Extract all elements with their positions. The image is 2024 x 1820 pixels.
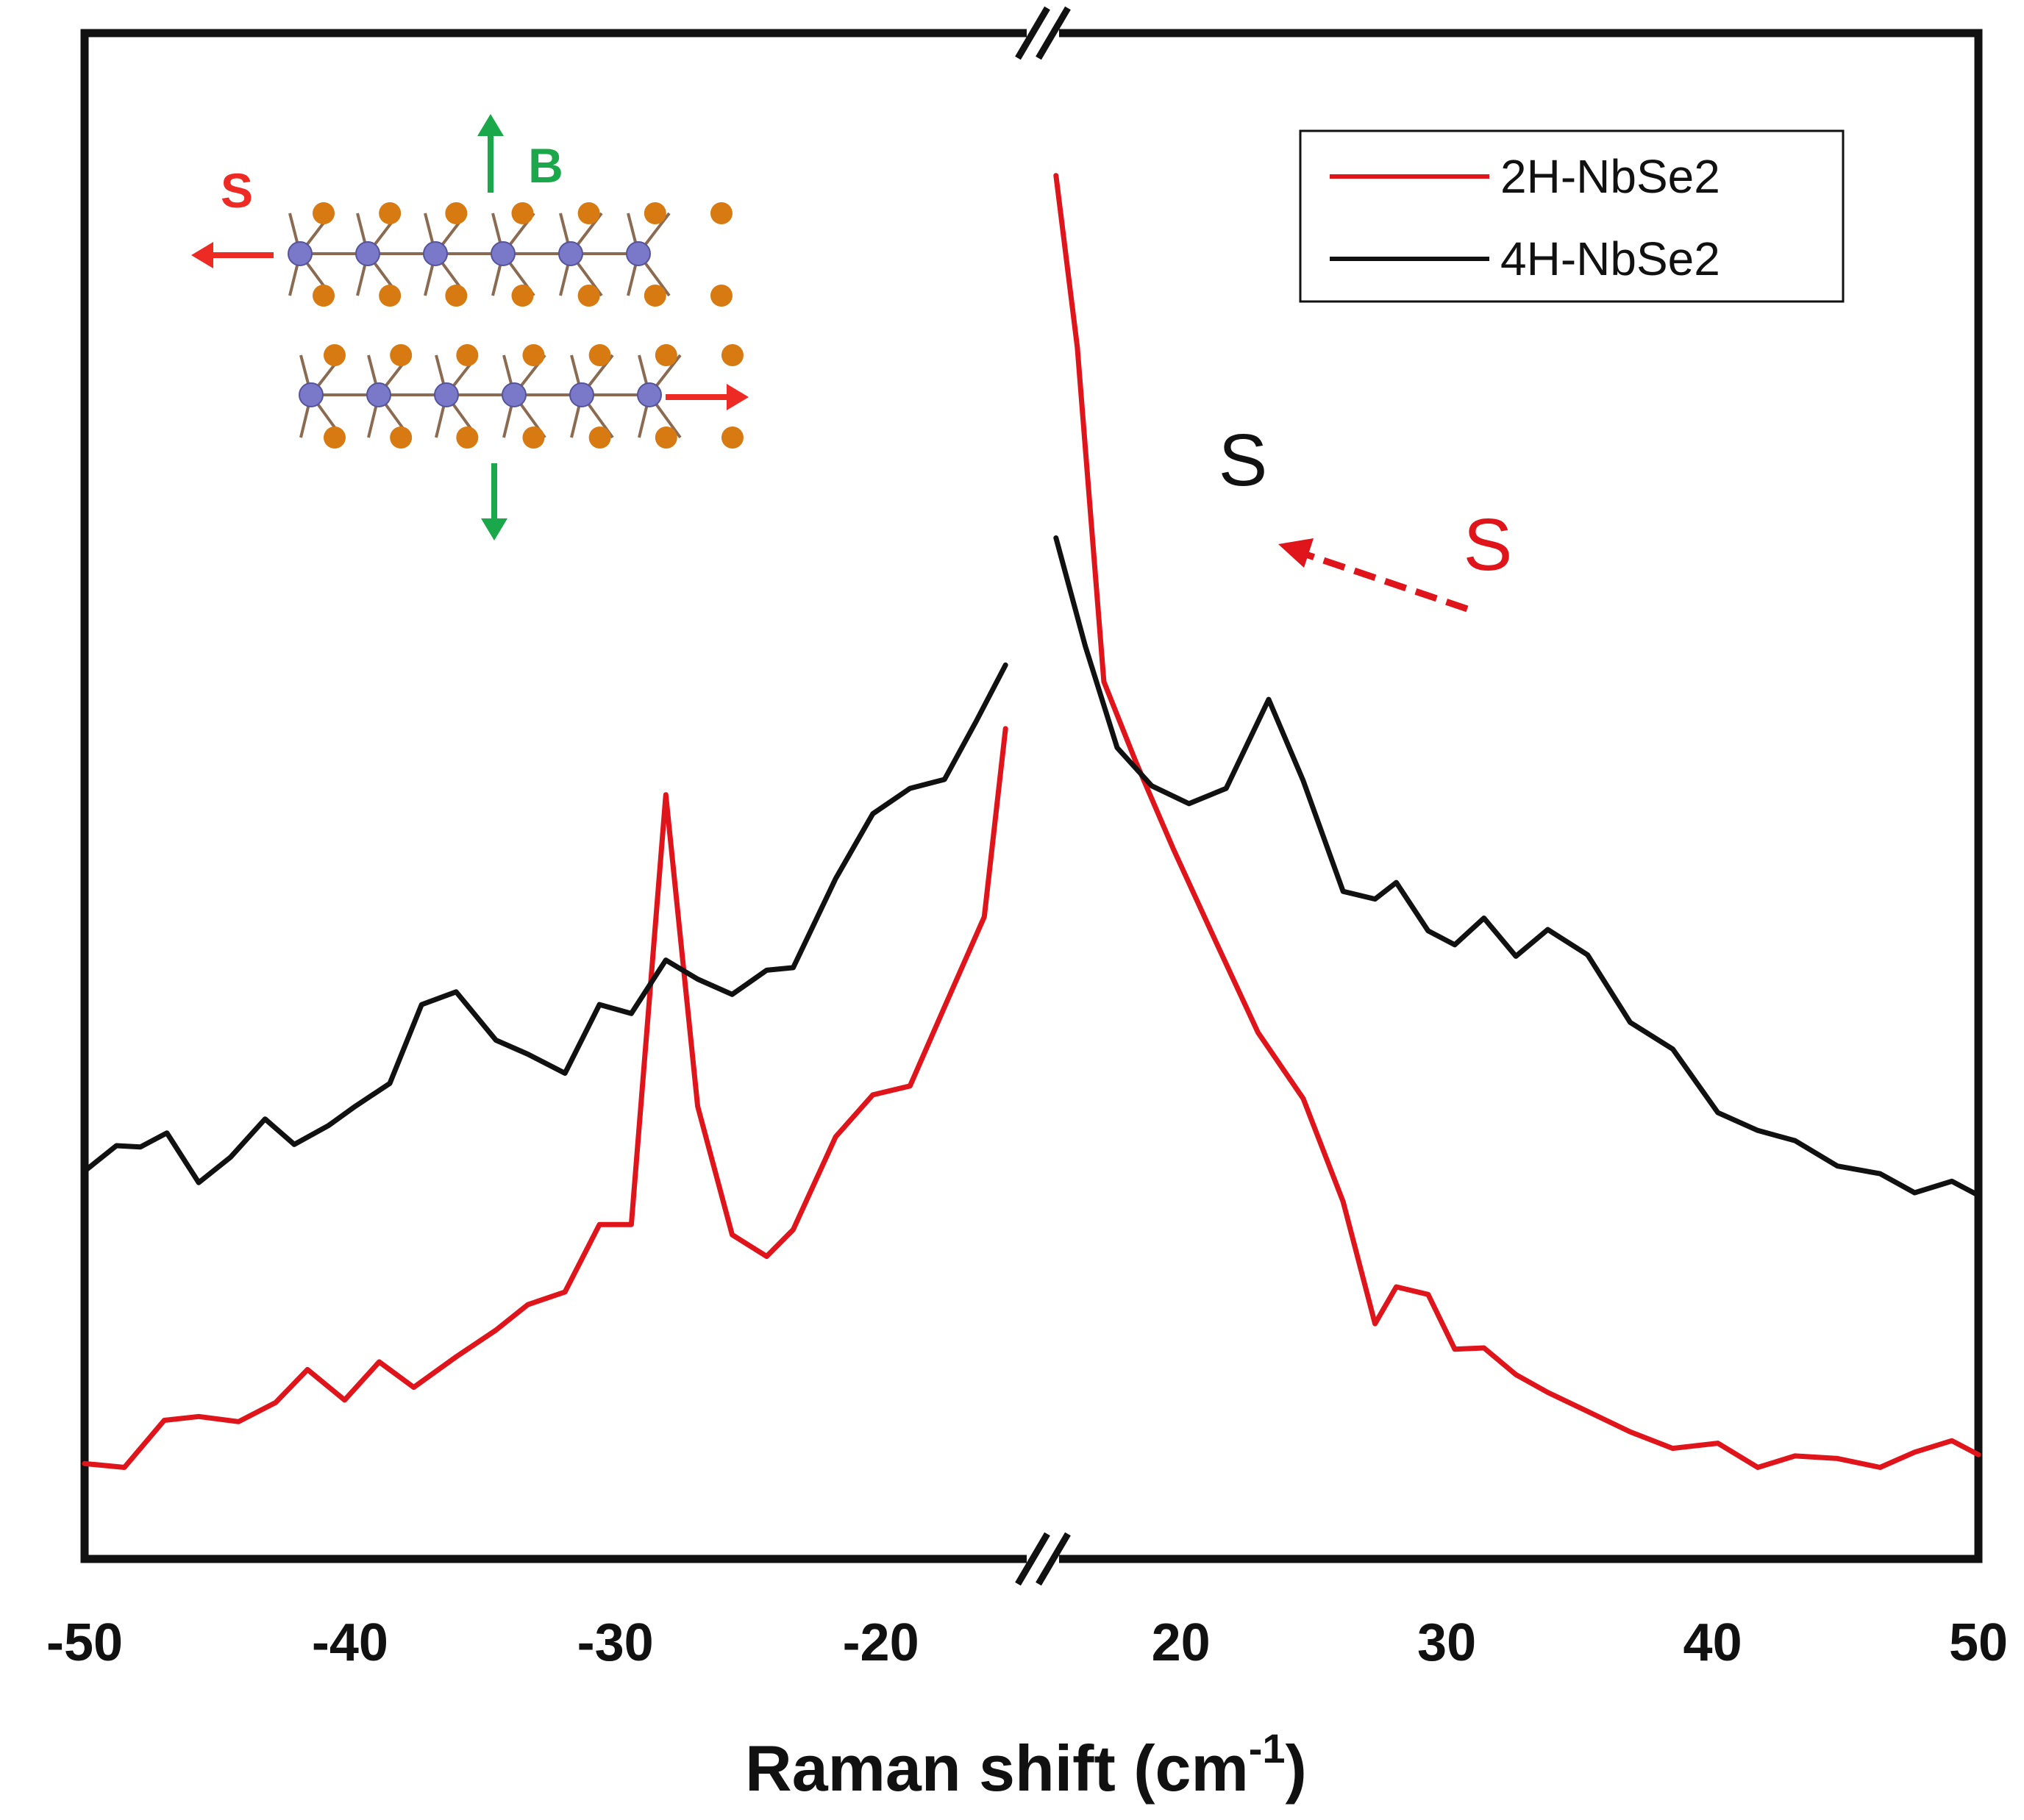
breathing-arrow-down-head	[481, 518, 507, 540]
annotation-shear-2h: S	[1464, 504, 1513, 586]
inset-se-atom	[324, 427, 346, 449]
series-layer	[82, 173, 1981, 1470]
vibration-arrows	[191, 114, 749, 540]
inset-se-atom	[511, 285, 534, 307]
inset-se-atom	[313, 285, 335, 307]
x-tick-label: 50	[1949, 1613, 2008, 1672]
inset-se-atom	[522, 344, 545, 366]
inset-se-atom	[456, 344, 479, 366]
inset-nb-atom	[491, 241, 516, 266]
legend-label-2h: 2H-NbSe2	[1500, 150, 1720, 203]
series-line-2h-right	[1053, 173, 1981, 1470]
inset-se-atom	[379, 285, 402, 307]
inset-se-atom	[710, 285, 733, 307]
x-axis-title-superscript: -1	[1249, 1725, 1286, 1771]
inset-se-atom	[445, 285, 468, 307]
inset-nb-atom	[366, 382, 391, 407]
shear-arrow-right-head	[727, 384, 749, 410]
axis-break-mark	[1036, 6, 1071, 60]
inset-se-atom	[313, 202, 335, 224]
legend: 2H-NbSe2 4H-NbSe2	[1299, 129, 1845, 303]
series-line-4h-left	[82, 662, 1008, 1185]
inset-nb-atom	[288, 241, 313, 266]
shear-arrow-left-head	[191, 242, 213, 268]
x-axis-title-close: )	[1286, 1732, 1307, 1805]
inset-se-atom	[588, 344, 611, 366]
axis-break-mark	[1036, 1532, 1071, 1586]
inset-se-atom	[577, 285, 600, 307]
nbse2-layer-bottom	[299, 344, 744, 449]
annotations: S S	[1219, 419, 1513, 613]
inset-se-atom	[721, 427, 744, 449]
inset-se-atom	[710, 202, 733, 224]
x-tick-labels: -50 -40 -30 -20 20 30 40 50	[46, 1613, 2008, 1672]
inset-se-atom	[390, 427, 413, 449]
inset-nb-atom	[423, 241, 448, 266]
inset-se-atom	[655, 344, 677, 366]
legend-box	[1299, 129, 1845, 303]
crystal-structure-inset: S B	[191, 114, 749, 540]
annotation-shear-4h: S	[1219, 419, 1268, 502]
inset-se-atom	[644, 285, 666, 307]
x-tick-label: 30	[1417, 1613, 1476, 1672]
inset-se-atom	[655, 427, 677, 449]
inset-se-atom	[511, 202, 534, 224]
inset-nb-atom	[355, 241, 380, 266]
x-tick-label: -40	[312, 1613, 388, 1672]
series-line-2h-left	[82, 726, 1008, 1470]
axis-break-mark	[1015, 6, 1050, 60]
inset-nb-atom	[626, 241, 651, 266]
x-tick-label: -20	[843, 1613, 919, 1672]
inset-se-atom	[522, 427, 545, 449]
x-tick-label: -30	[577, 1613, 654, 1672]
inset-nb-atom	[299, 382, 324, 407]
x-axis-title-main: Raman shift (cm	[745, 1732, 1249, 1805]
inset-nb-atom	[558, 241, 583, 266]
inset-nb-atom	[502, 382, 527, 407]
inset-se-atom	[721, 344, 744, 366]
inset-se-atom	[390, 344, 413, 366]
shift-arrow	[1300, 549, 1469, 613]
inset-nb-atom	[637, 382, 662, 407]
inset-nb-atom	[569, 382, 594, 407]
x-tick-label: 40	[1683, 1613, 1742, 1672]
nbse2-layer-top	[288, 202, 733, 307]
inset-se-atom	[577, 202, 600, 224]
inset-nb-atom	[434, 382, 459, 407]
inset-se-atom	[379, 202, 402, 224]
series-line-4h-right	[1053, 535, 1981, 1198]
legend-label-4h: 4H-NbSe2	[1500, 232, 1720, 285]
inset-shear-label: S	[221, 163, 253, 218]
inset-se-atom	[456, 427, 479, 449]
inset-se-atom	[644, 202, 666, 224]
inset-se-atom	[588, 427, 611, 449]
inset-se-atom	[445, 202, 468, 224]
shift-arrow-head	[1278, 538, 1314, 568]
plot-frame	[80, 6, 1983, 1586]
inset-breathing-label: B	[528, 138, 563, 193]
x-tick-label: -50	[46, 1613, 123, 1672]
axis-break-mark	[1015, 1532, 1050, 1586]
x-axis-title: Raman shift (cm-1)	[745, 1725, 1307, 1805]
x-tick-label: 20	[1152, 1613, 1211, 1672]
breathing-arrow-up-head	[477, 114, 504, 136]
inset-se-atom	[324, 344, 346, 366]
